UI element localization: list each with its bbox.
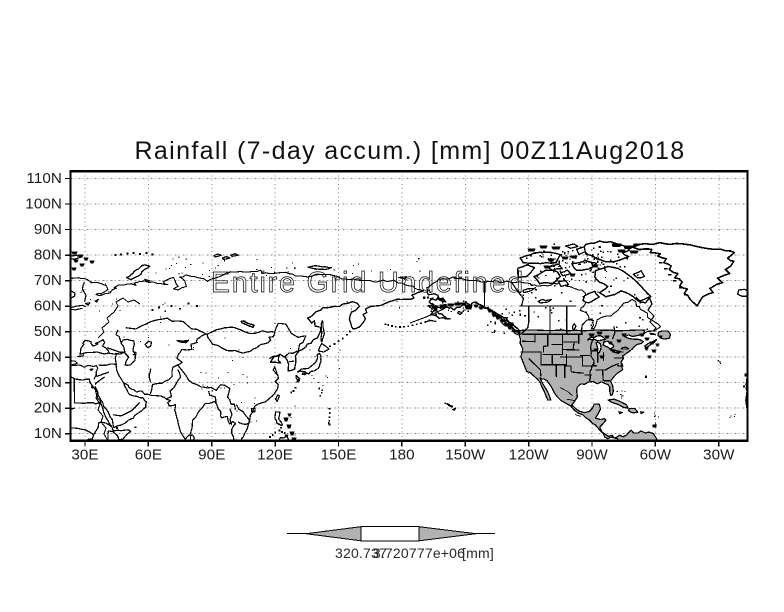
svg-text:60E: 60E [135, 447, 162, 464]
svg-text:100N: 100N [25, 196, 62, 213]
svg-text:30E: 30E [71, 447, 98, 464]
svg-text:30N: 30N [34, 374, 62, 391]
svg-text:60N: 60N [34, 298, 62, 315]
svg-text:70N: 70N [34, 272, 62, 289]
svg-text:90E: 90E [198, 447, 225, 464]
svg-text:90N: 90N [34, 221, 62, 238]
svg-text:40N: 40N [34, 349, 62, 366]
svg-text:180: 180 [389, 447, 415, 464]
svg-text:[mm]: [mm] [462, 545, 494, 561]
svg-text:Rainfall (7-day accum.) [mm] 0: Rainfall (7-day accum.) [mm] 00Z11Aug201… [135, 137, 686, 165]
svg-text:10N: 10N [34, 425, 62, 442]
svg-text:120E: 120E [257, 447, 293, 464]
svg-text:150E: 150E [321, 447, 357, 464]
svg-text:110N: 110N [26, 170, 62, 187]
svg-text:Entire Grid Undefined: Entire Grid Undefined [211, 267, 525, 299]
svg-text:60W: 60W [640, 447, 672, 464]
svg-text:3.720777e+06: 3.720777e+06 [373, 545, 465, 561]
svg-text:150W: 150W [445, 447, 486, 464]
svg-text:50N: 50N [34, 323, 62, 340]
svg-text:120W: 120W [509, 447, 550, 464]
svg-text:320.737: 320.737 [335, 545, 387, 561]
svg-text:90W: 90W [576, 447, 608, 464]
svg-text:20N: 20N [34, 400, 62, 417]
svg-text:80N: 80N [34, 247, 62, 264]
svg-text:30W: 30W [703, 447, 735, 464]
